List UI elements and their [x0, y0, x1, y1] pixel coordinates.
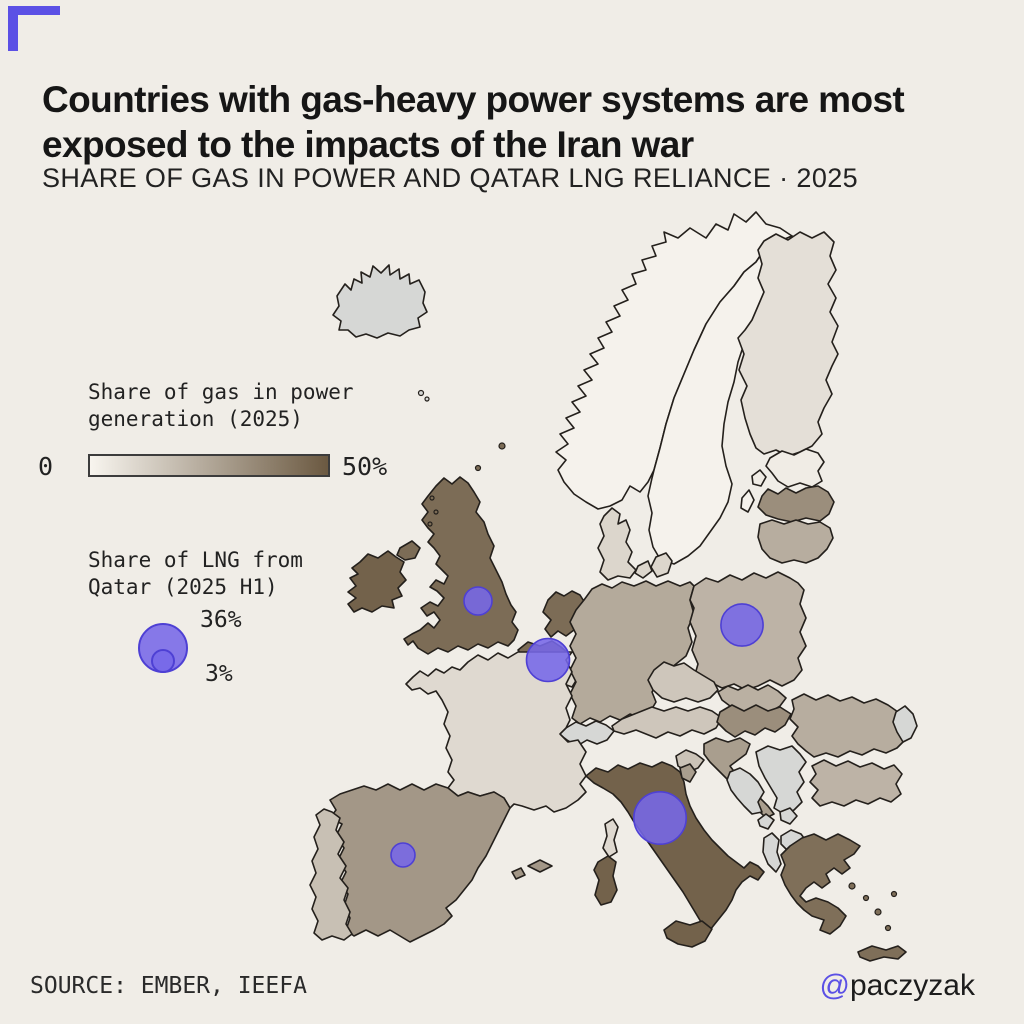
- island-sardinia: [593, 855, 618, 906]
- legend-gas-gradient-bar: [88, 454, 330, 477]
- island-crete: [857, 945, 907, 962]
- legend-gas-min-label: 0: [38, 452, 54, 481]
- page-subtitle: SHARE OF GAS IN POWER AND QATAR LNG RELI…: [42, 163, 859, 193]
- country-spain: [329, 783, 511, 943]
- author-handle-name: paczyzak: [849, 969, 975, 1002]
- country-portugal: [309, 808, 353, 941]
- country-shapes: [309, 211, 918, 962]
- island-saaremaa: [751, 469, 767, 487]
- legend-lng-title: Share of LNG from Qatar (2025 H1): [88, 547, 388, 601]
- source-text: SOURCE: EMBER, IEEFA: [30, 973, 307, 999]
- island-orkney: [474, 464, 482, 472]
- legend-circle-big: [138, 623, 188, 673]
- island-hebrides-2: [433, 509, 439, 515]
- legend-gas-max-label: 50%: [342, 452, 388, 481]
- lng-bubble-poland: [720, 603, 764, 647]
- island-aegean-1: [848, 882, 856, 890]
- country-united-kingdom: [396, 476, 519, 655]
- country-hungary: [716, 704, 792, 738]
- lng-bubble-united-kingdom: [463, 586, 493, 616]
- island-hebrides-3: [427, 521, 433, 527]
- island-aegean-3: [874, 908, 882, 916]
- country-ireland: [347, 550, 407, 613]
- country-finland: [737, 231, 839, 457]
- lng-bubble-belgium: [525, 637, 571, 683]
- island-aegean-2: [862, 894, 870, 902]
- country-moldova: [892, 705, 918, 743]
- island-sicily: [663, 920, 713, 948]
- legend-gas-title: Share of gas in power generation (2025): [88, 379, 388, 433]
- country-estonia: [765, 448, 825, 488]
- country-lithuania: [757, 519, 834, 564]
- country-germany: [569, 580, 695, 725]
- title-line-1: Countries with gas-heavy power systems a…: [42, 78, 905, 120]
- lng-bubble-spain: [390, 842, 416, 868]
- island-ibiza: [511, 867, 526, 880]
- country-serbia: [755, 745, 807, 815]
- country-bulgaria: [809, 759, 903, 807]
- legend-gas-title-line2: generation (2025): [88, 406, 303, 431]
- country-italy: [585, 761, 765, 939]
- legend-lng-title-line2: Qatar (2025 H1): [88, 574, 278, 599]
- country-romania: [789, 693, 906, 758]
- island-corsica: [602, 818, 619, 858]
- brand-corner-icon: [8, 6, 60, 51]
- island-faroe-2: [424, 396, 430, 402]
- country-kosovo: [779, 807, 798, 825]
- country-montenegro: [757, 813, 775, 830]
- country-albania: [762, 832, 782, 873]
- lng-bubbles: [390, 586, 764, 868]
- country-greece: [780, 833, 861, 935]
- legend-lng-big-label: 36%: [200, 607, 242, 633]
- at-icon: @: [819, 969, 850, 1002]
- legend-lng-small-label: 3%: [205, 661, 233, 687]
- legend-circle-small: [151, 649, 175, 673]
- legend-lng-title-line1: Share of LNG from: [88, 548, 303, 572]
- country-czechia: [647, 661, 719, 703]
- island-faroe-1: [417, 389, 425, 397]
- island-aegean-5: [890, 890, 898, 898]
- island-gotland: [740, 489, 755, 513]
- country-bosnia: [726, 767, 765, 815]
- legend-lng-circles: [138, 623, 188, 673]
- title-line-2: exposed to the impacts of the Iran war: [42, 123, 694, 165]
- author-handle: @paczyzak: [819, 969, 975, 1003]
- country-latvia: [757, 485, 835, 523]
- island-aegean-4: [884, 924, 892, 932]
- island-hebrides-1: [429, 495, 435, 501]
- country-denmark: [597, 507, 673, 581]
- country-iceland: [332, 264, 428, 339]
- island-mallorca: [527, 859, 553, 873]
- legend-gas-title-line1: Share of gas in power: [88, 380, 354, 404]
- page-title: Countries with gas-heavy power systems a…: [42, 77, 972, 167]
- island-shetland: [498, 442, 506, 450]
- lng-bubble-italy: [632, 790, 687, 845]
